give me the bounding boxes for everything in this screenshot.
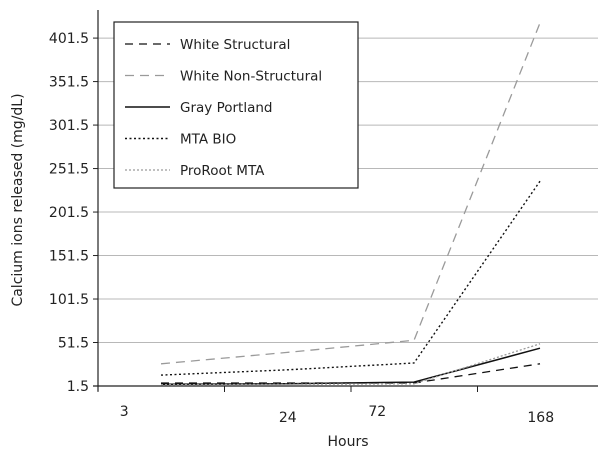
axes xyxy=(93,10,598,392)
series-line xyxy=(160,343,541,386)
y-tick-label: 251.5 xyxy=(49,162,89,178)
y-tick-label: 301.5 xyxy=(49,118,89,134)
x-axis-label: Hours xyxy=(327,434,368,450)
y-tick-label: 151.5 xyxy=(49,249,89,265)
legend-label: Gray Portland xyxy=(180,100,272,116)
legend-label: MTA BIO xyxy=(180,132,236,148)
y-tick-label: 1.5 xyxy=(67,379,89,395)
legend-box xyxy=(113,21,359,189)
legend: White Structural White Non-Structural Gray… xyxy=(113,21,359,189)
y-tick-label: 401.5 xyxy=(49,31,89,47)
x-tick-labels: 3 24 72 168 xyxy=(120,404,554,426)
x-tick-label: 3 xyxy=(120,404,129,420)
legend-label: White Structural xyxy=(180,37,290,53)
series-lines xyxy=(160,22,541,386)
y-tick-label: 351.5 xyxy=(49,75,89,91)
x-tick-label: 168 xyxy=(527,410,554,426)
y-tick-label: 201.5 xyxy=(49,205,89,221)
legend-label: ProRoot MTA xyxy=(180,163,265,179)
series-line xyxy=(160,22,541,365)
series-line xyxy=(160,347,541,386)
y-tick-label: 51.5 xyxy=(58,336,89,352)
y-axis-label: Calcium ions released (mg/dL) xyxy=(10,93,26,306)
x-tick-label: 24 xyxy=(279,410,297,426)
x-tick-label: 72 xyxy=(368,404,386,420)
y-tick-labels: 1.5 51.5 101.5 151.5 201.5 251.5 301.5 351.5 401… xyxy=(49,31,89,395)
y-tick-label: 101.5 xyxy=(49,292,89,308)
legend-label: White Non-Structural xyxy=(180,69,322,85)
series-line xyxy=(160,180,541,376)
